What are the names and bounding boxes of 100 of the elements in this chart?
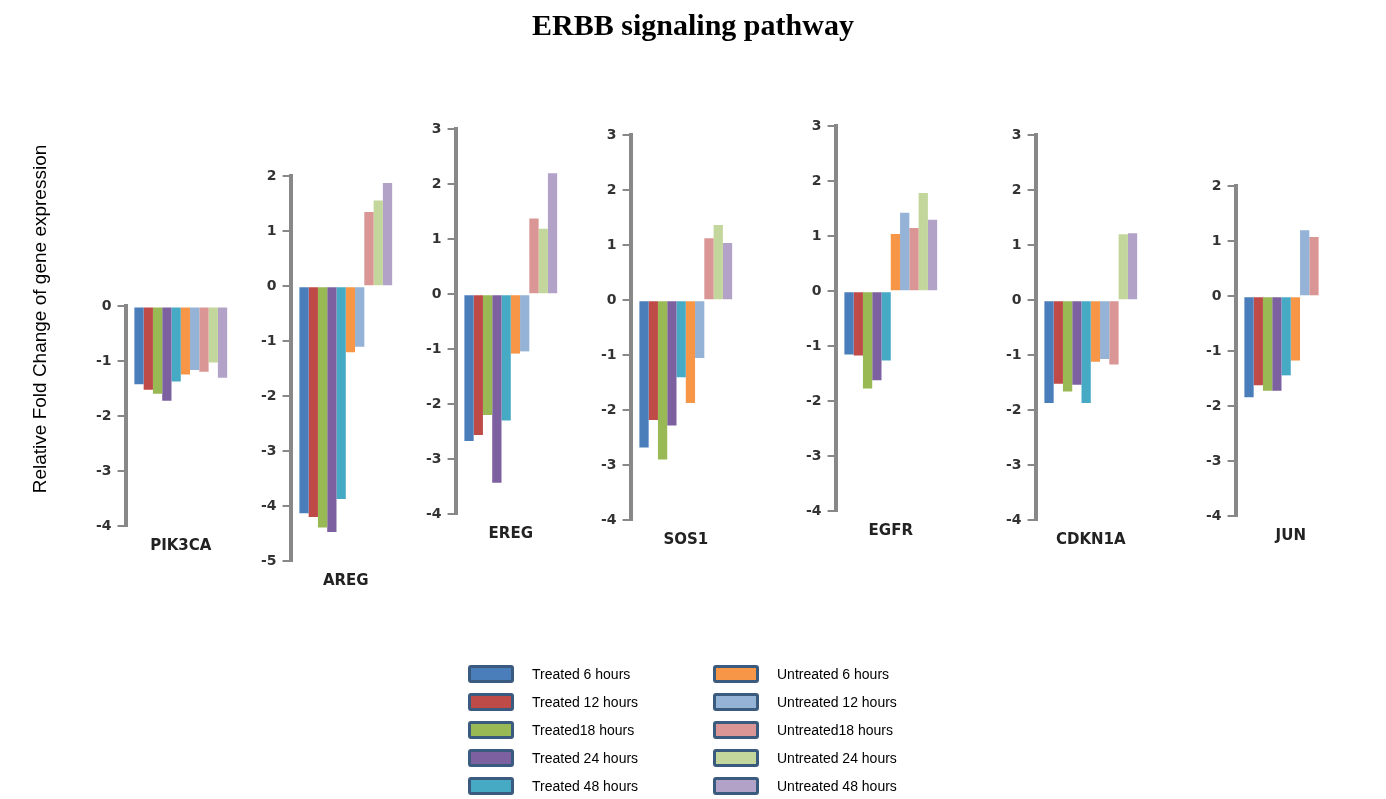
legend-label: Untreated 24 hours	[777, 750, 897, 766]
y-tick-label: 0	[431, 284, 442, 301]
bar	[1272, 297, 1282, 391]
bar	[1100, 301, 1110, 360]
y-axis-title: Relative Fold Change of gene expression	[29, 143, 51, 496]
y-tick-label: -3	[425, 449, 442, 466]
bar	[657, 301, 668, 460]
bar	[529, 218, 539, 294]
y-tick-label: -2	[260, 386, 277, 403]
y-tick-label: -3	[260, 441, 277, 458]
bar	[327, 287, 337, 532]
bar	[355, 287, 365, 347]
y-tick-label: -4	[260, 496, 277, 513]
y-tick-label: -4	[805, 501, 822, 518]
bar	[1044, 301, 1054, 403]
bar	[373, 200, 383, 286]
y-tick-label: 1	[606, 235, 617, 252]
y-tick-label: -4	[425, 504, 442, 521]
y-tick-label: 0	[266, 276, 277, 293]
y-tick-label: 0	[606, 290, 617, 307]
y-tick-label: 2	[606, 180, 617, 197]
legend-label: Treated 48 hours	[532, 778, 639, 794]
y-tick-label: -3	[1005, 455, 1022, 472]
legend-label: Untreated 48 hours	[777, 778, 897, 794]
y-tick-label: 1	[1011, 235, 1022, 252]
y-tick-label: -5	[260, 551, 277, 568]
y-tick-label: 3	[431, 120, 442, 137]
y-tick-label: -3	[600, 455, 617, 472]
bar	[1262, 297, 1273, 391]
bar	[722, 243, 733, 300]
bar	[336, 287, 346, 499]
y-tick-label: -3	[1205, 451, 1222, 468]
bar	[1309, 236, 1319, 296]
y-tick-label: -2	[1005, 400, 1022, 417]
bar	[364, 212, 374, 286]
bar	[308, 287, 318, 518]
y-tick-label: 0	[1211, 286, 1222, 303]
bar	[648, 301, 658, 420]
bar	[918, 192, 928, 291]
x-tick-label: JUN	[1274, 525, 1306, 544]
y-tick-label: 3	[811, 117, 822, 134]
y-tick-label: -4	[1005, 510, 1022, 527]
y-tick-label: 3	[1011, 126, 1022, 143]
y-tick-label: 2	[431, 174, 442, 191]
y-tick-label: -1	[95, 351, 112, 368]
y-tick-label: 1	[431, 229, 442, 246]
bar	[685, 301, 696, 403]
legend-label: Untreated 12 hours	[777, 694, 897, 710]
bar	[900, 212, 910, 291]
y-tick-label: -1	[1005, 345, 1022, 362]
bar	[890, 234, 901, 291]
legend-label: Treated 6 hours	[532, 666, 631, 682]
y-tick-label: 1	[811, 226, 822, 243]
bar	[909, 228, 919, 291]
bar	[317, 287, 328, 528]
y-tick-label: 0	[1011, 290, 1022, 307]
bar	[1127, 233, 1138, 300]
bar	[345, 287, 356, 353]
y-tick-label: -2	[95, 406, 112, 423]
bar	[1062, 301, 1073, 392]
y-tick-label: -2	[425, 394, 442, 411]
y-tick-label: 2	[1011, 180, 1022, 197]
x-tick-label: EGFR	[868, 520, 914, 539]
bar	[1281, 297, 1291, 376]
bar	[1081, 301, 1091, 403]
bar	[492, 295, 502, 483]
y-tick-label: -3	[805, 446, 822, 463]
y-tick-label: -1	[260, 331, 277, 348]
bar	[853, 292, 863, 356]
bar	[1253, 297, 1263, 386]
y-tick-label: -2	[1205, 396, 1222, 413]
bar	[1244, 297, 1254, 398]
y-tick-label: -4	[600, 510, 617, 527]
bar	[473, 295, 483, 435]
bar	[520, 295, 530, 352]
x-tick-label: PIK3CA	[150, 535, 212, 554]
bar	[881, 292, 891, 361]
bar	[695, 301, 705, 358]
y-tick-label: 2	[811, 171, 822, 188]
bar	[667, 301, 677, 426]
y-tick-label: 2	[266, 167, 277, 184]
y-tick-label: 2	[1211, 177, 1222, 194]
legend-label: Treated 12 hours	[532, 694, 639, 710]
y-tick-label: -4	[1205, 506, 1222, 523]
bar	[1300, 230, 1310, 296]
y-tick-label: 0	[811, 281, 822, 298]
bar	[1072, 301, 1082, 385]
bar	[482, 295, 493, 416]
legend-label: Treated 24 hours	[532, 750, 639, 766]
y-tick-label: -1	[600, 345, 617, 362]
y-tick-label: -2	[805, 391, 822, 408]
y-tick-label: 0	[101, 297, 112, 314]
y-tick-label: -1	[1205, 341, 1222, 358]
bar	[510, 295, 521, 354]
bar	[1053, 301, 1063, 384]
chart-title: ERBB signaling pathway	[531, 8, 855, 42]
legend-label: Untreated18 hours	[777, 722, 893, 738]
bar	[501, 295, 511, 421]
bar	[872, 292, 882, 381]
x-tick-label: SOS1	[663, 529, 709, 548]
